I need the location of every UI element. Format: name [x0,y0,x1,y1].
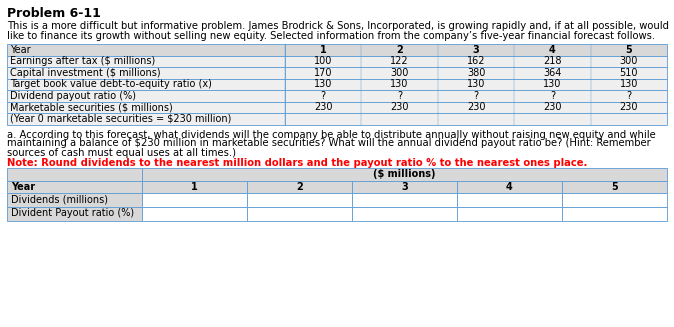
Text: 2: 2 [396,45,403,55]
Text: 380: 380 [467,68,485,78]
Bar [7,206,142,220]
Text: ?: ? [550,91,555,101]
Bar [142,167,667,181]
Text: 130: 130 [314,79,332,89]
Text: Capital investment ($ millions): Capital investment ($ millions) [10,68,160,78]
Bar [7,113,667,125]
Text: 300: 300 [390,68,409,78]
Bar [142,193,247,206]
Bar [7,101,667,113]
Bar [247,181,352,193]
Bar [562,181,667,193]
Text: 5: 5 [625,45,632,55]
Text: 130: 130 [467,79,485,89]
Text: ?: ? [397,91,402,101]
Text: 230: 230 [467,102,485,112]
Text: 100: 100 [314,56,332,66]
Text: Earnings after tax ($ millions): Earnings after tax ($ millions) [10,56,155,66]
Text: Divident Payout ratio (%): Divident Payout ratio (%) [11,209,134,218]
Bar [352,181,457,193]
Bar [7,181,142,193]
Text: 218: 218 [543,56,561,66]
Bar [7,78,667,90]
Text: This is a more difficult but informative problem. James Brodrick & Sons, Incorpo: This is a more difficult but informative… [7,21,669,31]
Text: 1: 1 [320,45,327,55]
Text: Dividends (millions): Dividends (millions) [11,195,108,204]
Bar [457,181,562,193]
Text: 162: 162 [467,56,485,66]
Text: 230: 230 [543,102,561,112]
Text: 5: 5 [611,181,618,192]
Text: ?: ? [321,91,326,101]
Text: Year: Year [10,45,30,55]
Bar [562,206,667,220]
Text: (Year 0 marketable securities = $230 million): (Year 0 marketable securities = $230 mil… [10,114,231,124]
Bar [7,67,667,78]
Bar [562,193,667,206]
Bar [7,44,667,56]
Bar [7,56,667,67]
Text: like to finance its growth without selling new equity. Selected information from: like to finance its growth without selli… [7,31,655,41]
Text: 230: 230 [390,102,409,112]
Text: Year: Year [11,181,35,192]
Text: 3: 3 [401,181,408,192]
Text: 3: 3 [472,45,479,55]
Text: Note: Round dividends to the nearest million dollars and the payout ratio % to t: Note: Round dividends to the nearest mil… [7,158,587,167]
Bar [7,167,142,181]
Bar [247,206,352,220]
Text: ?: ? [473,91,479,101]
Bar [142,181,247,193]
Text: ($ millions): ($ millions) [373,169,436,179]
Text: Problem 6-11: Problem 6-11 [7,7,101,20]
Bar [7,193,142,206]
Text: Target book value debt-to-equity ratio (x): Target book value debt-to-equity ratio (… [10,79,212,89]
Text: 2: 2 [296,181,303,192]
Text: Marketable securities ($ millions): Marketable securities ($ millions) [10,102,173,112]
Bar [457,206,562,220]
Text: 300: 300 [619,56,638,66]
Text: 230: 230 [619,102,638,112]
Text: 130: 130 [543,79,561,89]
Text: 170: 170 [314,68,332,78]
Text: 4: 4 [549,45,556,55]
Text: maintaining a balance of $230 million in marketable securities? What will the an: maintaining a balance of $230 million in… [7,139,651,148]
Text: 4: 4 [506,181,513,192]
Text: sources of cash must equal uses at all times.): sources of cash must equal uses at all t… [7,147,236,158]
Text: 364: 364 [543,68,561,78]
Text: 130: 130 [390,79,409,89]
Text: Dividend payout ratio (%): Dividend payout ratio (%) [10,91,136,101]
Bar [7,90,667,101]
Text: 230: 230 [314,102,332,112]
Text: ?: ? [626,91,632,101]
Bar [352,193,457,206]
Text: a. According to this forecast, what dividends will the company be able to distri: a. According to this forecast, what divi… [7,129,656,140]
Bar [457,193,562,206]
Bar [352,206,457,220]
Text: 130: 130 [619,79,638,89]
Text: 122: 122 [390,56,409,66]
Text: 1: 1 [191,181,198,192]
Bar [247,193,352,206]
Bar [142,206,247,220]
Text: 510: 510 [619,68,638,78]
